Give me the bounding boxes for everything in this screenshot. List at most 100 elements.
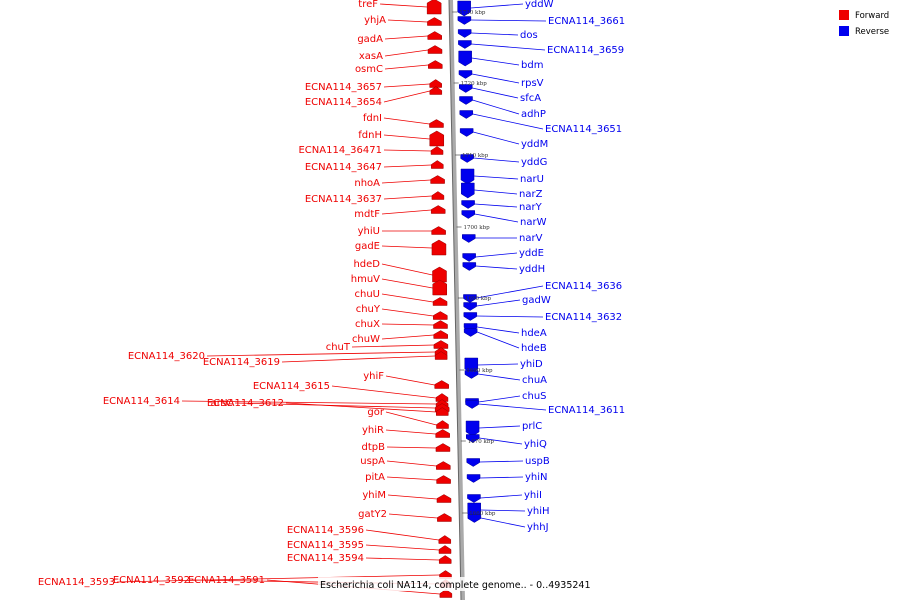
reverse-gene-label[interactable]: hdeB [521,343,547,354]
reverse-gene-label[interactable]: ECNA114_3636 [545,281,622,292]
reverse-gene-arrow[interactable] [466,434,480,443]
reverse-gene-arrow[interactable] [467,494,481,503]
forward-gene-label[interactable]: hmuV [351,274,380,285]
forward-gene-arrow[interactable] [433,311,448,320]
reverse-gene-label[interactable]: ECNA114_3632 [545,312,622,323]
reverse-gene-arrow[interactable] [466,458,480,467]
forward-gene-arrow[interactable] [431,239,447,256]
forward-gene-arrow[interactable] [429,79,442,88]
reverse-gene-label[interactable]: ECNA114_3659 [547,45,624,56]
reverse-gene-label[interactable]: gadW [522,295,551,306]
reverse-gene-arrow[interactable] [467,514,482,523]
forward-gene-label[interactable]: ECNA114_3615 [253,381,330,392]
forward-gene-label[interactable]: gadA [357,34,383,45]
forward-gene-label[interactable]: xasA [359,51,383,62]
forward-gene-arrow[interactable] [434,351,448,360]
forward-gene-arrow[interactable] [438,535,452,544]
forward-gene-arrow[interactable] [428,60,443,69]
reverse-gene-arrow[interactable] [460,168,475,185]
forward-gene-arrow[interactable] [435,429,450,438]
forward-gene-arrow[interactable] [427,45,443,54]
reverse-gene-label[interactable]: yhiD [520,359,543,370]
forward-gene-label[interactable]: fdnH [358,130,382,141]
forward-gene-label[interactable]: ECNA114_3647 [305,162,382,173]
reverse-gene-label[interactable]: narV [519,233,543,244]
forward-gene-arrow[interactable] [432,279,448,296]
reverse-gene-arrow[interactable] [463,294,477,303]
reverse-gene-label[interactable]: yddM [521,139,548,150]
reverse-gene-label[interactable]: yddE [519,248,544,259]
reverse-gene-label[interactable]: ECNA114_3611 [548,405,625,416]
forward-gene-label[interactable]: gadE [355,241,380,252]
forward-gene-arrow[interactable] [436,494,452,503]
forward-gene-arrow[interactable] [431,226,446,235]
reverse-gene-arrow[interactable] [462,234,476,243]
reverse-gene-label[interactable]: yhiN [525,472,548,483]
forward-gene-arrow[interactable] [430,175,445,184]
reverse-gene-label[interactable]: sfcA [520,93,541,104]
forward-gene-label[interactable]: yhiU [358,226,380,237]
forward-gene-label[interactable]: osmC [355,64,383,75]
forward-gene-label[interactable]: ECNA114_3593 [38,577,115,588]
forward-gene-label[interactable]: chuT [326,342,351,353]
forward-gene-label[interactable]: ECNA114_3612 [207,398,284,409]
forward-gene-arrow[interactable] [430,146,444,155]
reverse-gene-label[interactable]: uspB [525,456,550,467]
forward-gene-label[interactable]: ECNA114_36471 [298,145,382,156]
reverse-gene-arrow[interactable] [461,182,475,199]
forward-gene-label[interactable]: yhiR [362,425,384,436]
forward-gene-label[interactable]: gor [367,407,384,418]
reverse-gene-label[interactable]: yhiH [527,506,550,517]
forward-gene-arrow[interactable] [426,0,442,15]
reverse-gene-label[interactable]: hdeA [521,328,547,339]
forward-gene-arrow[interactable] [429,130,445,147]
reverse-gene-arrow[interactable] [465,400,479,409]
forward-gene-label[interactable]: treF [358,0,378,10]
reverse-gene-arrow[interactable] [460,154,474,163]
reverse-gene-label[interactable]: bdm [521,60,543,71]
forward-gene-arrow[interactable] [427,17,442,26]
reverse-gene-label[interactable]: narY [519,202,543,213]
forward-gene-arrow[interactable] [432,297,448,306]
reverse-gene-arrow[interactable] [462,262,477,271]
forward-gene-label[interactable]: ECNA114_3657 [305,82,382,93]
reverse-gene-label[interactable]: narW [520,217,547,228]
forward-gene-label[interactable]: ECNA114_3594 [287,553,364,564]
reverse-gene-label[interactable]: rpsV [521,78,544,89]
forward-gene-arrow[interactable] [430,205,446,214]
forward-gene-arrow[interactable] [429,119,444,128]
reverse-gene-label[interactable]: yddW [525,0,554,10]
forward-gene-label[interactable]: ECNA114_3654 [305,97,382,108]
forward-gene-label[interactable]: ECNA114_3592 [113,575,190,586]
reverse-gene-arrow[interactable] [466,474,481,483]
forward-gene-label[interactable]: ECNA114_3619 [203,357,280,368]
forward-gene-arrow[interactable] [436,461,451,470]
reverse-gene-arrow[interactable] [457,29,472,38]
reverse-gene-label[interactable]: ECNA114_3651 [545,124,622,135]
forward-gene-label[interactable]: yhiF [363,371,384,382]
reverse-gene-arrow[interactable] [464,370,479,379]
forward-gene-arrow[interactable] [436,420,449,429]
reverse-gene-arrow[interactable] [462,253,476,262]
forward-gene-label[interactable]: ECNA114_3637 [305,194,382,205]
reverse-gene-arrow[interactable] [458,70,473,79]
reverse-gene-arrow[interactable] [459,84,473,93]
reverse-gene-arrow[interactable] [463,328,478,337]
forward-gene-arrow[interactable] [435,407,449,416]
forward-gene-arrow[interactable] [429,86,443,95]
forward-gene-arrow[interactable] [431,191,445,200]
reverse-gene-arrow[interactable] [465,420,480,437]
reverse-gene-arrow[interactable] [457,16,472,25]
forward-gene-arrow[interactable] [431,160,444,169]
forward-gene-label[interactable]: ECNA114_3596 [287,525,364,536]
forward-gene-label[interactable]: ECNA114_3620 [128,351,205,362]
forward-gene-arrow[interactable] [438,555,452,564]
forward-gene-label[interactable]: hdeD [353,259,380,270]
reverse-gene-label[interactable]: prlC [522,421,542,432]
forward-gene-label[interactable]: ECNA114_3591 [188,575,265,586]
reverse-gene-label[interactable]: adhP [521,109,546,120]
forward-gene-label[interactable]: uspA [360,456,385,467]
forward-gene-arrow[interactable] [439,589,453,598]
forward-gene-label[interactable]: pitA [365,472,385,483]
forward-gene-arrow[interactable] [435,443,451,452]
